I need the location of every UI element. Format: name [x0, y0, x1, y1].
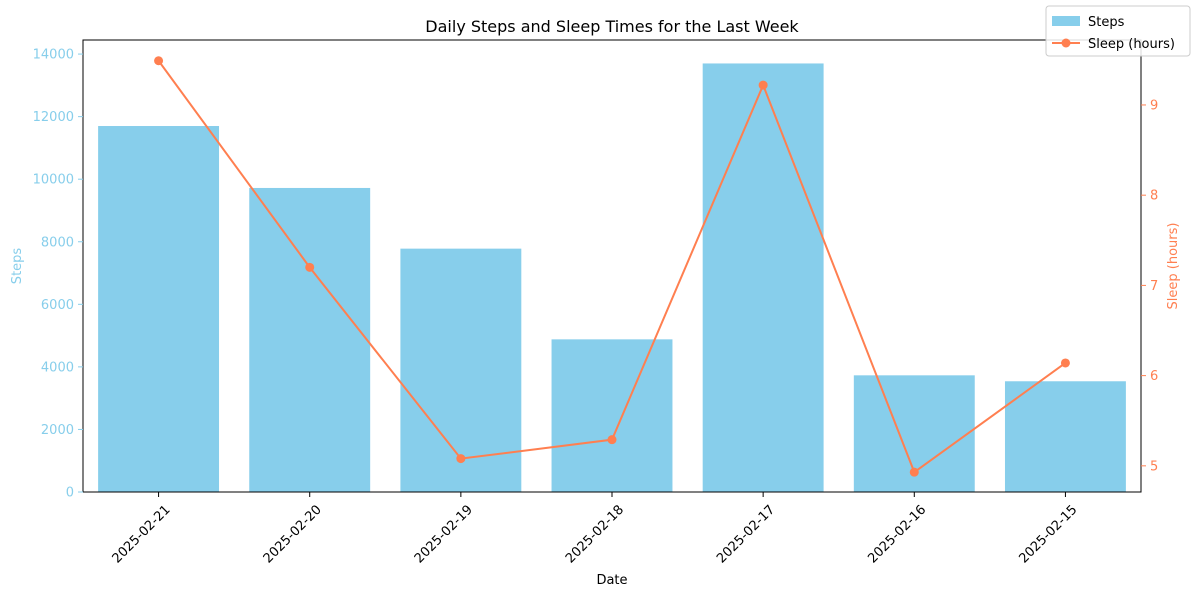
- x-tick-label: 2025-02-19: [412, 502, 476, 566]
- legend-box: [1045, 5, 1191, 57]
- bar-steps-2025-02-19: [400, 248, 522, 492]
- x-tick-label: 2025-02-16: [865, 502, 929, 566]
- left-axis-label: Steps: [10, 248, 25, 285]
- left-tick-label: 4000: [41, 360, 74, 375]
- legend-steps-swatch: [1052, 16, 1080, 26]
- legend-steps-label: Steps: [1088, 15, 1125, 30]
- legend: Steps Sleep (hours): [1045, 5, 1191, 57]
- bar-steps-2025-02-20: [249, 187, 371, 493]
- point-sleep-2025-02-16: [909, 467, 919, 477]
- left-tick-label: 0: [66, 486, 74, 501]
- x-axis-label: Date: [596, 573, 627, 588]
- left-tick-label: 10000: [33, 173, 74, 188]
- bar-steps-2025-02-21: [98, 126, 220, 493]
- right-tick-label: 7: [1150, 279, 1158, 294]
- line-layer: [154, 56, 1070, 477]
- left-axis: 0 2000 4000 6000 8000 10000 12000 14000: [33, 48, 83, 501]
- bar-steps-2025-02-17: [702, 63, 824, 493]
- chart-title: Daily Steps and Sleep Times for the Last…: [425, 17, 799, 36]
- left-tick-label: 8000: [41, 235, 74, 250]
- right-tick-label: 8: [1150, 189, 1158, 204]
- right-tick-label: 5: [1150, 459, 1158, 474]
- left-tick-label: 12000: [33, 110, 74, 125]
- right-axis-label: Sleep (hours): [1166, 223, 1181, 310]
- x-tick-label: 2025-02-17: [714, 502, 778, 566]
- legend-sleep-marker: [1061, 38, 1071, 48]
- point-sleep-2025-02-20: [305, 262, 315, 272]
- x-tick-label: 2025-02-20: [261, 502, 325, 566]
- right-tick-label: 6: [1150, 369, 1158, 384]
- x-tick-label: 2025-02-18: [563, 502, 627, 566]
- left-tick-label: 2000: [41, 423, 74, 438]
- x-tick-label: 2025-02-15: [1016, 502, 1080, 566]
- point-sleep-2025-02-15: [1060, 358, 1070, 368]
- point-sleep-2025-02-19: [456, 454, 466, 464]
- bars-layer: [98, 63, 1126, 493]
- bar-steps-2025-02-15: [1004, 381, 1126, 492]
- x-axis: 2025-02-21 2025-02-20 2025-02-19 2025-02-18…: [110, 492, 1080, 566]
- x-tick-label: 2025-02-21: [110, 502, 174, 566]
- point-sleep-2025-02-18: [607, 435, 617, 445]
- right-tick-label: 9: [1150, 98, 1158, 113]
- point-sleep-2025-02-17: [758, 80, 768, 90]
- point-sleep-2025-02-21: [154, 56, 164, 66]
- right-axis: 5 6 7 8 9: [1141, 98, 1158, 474]
- bar-steps-2025-02-18: [551, 339, 673, 492]
- left-tick-label: 6000: [41, 298, 74, 313]
- legend-sleep-label: Sleep (hours): [1088, 37, 1175, 52]
- left-tick-label: 14000: [33, 48, 74, 63]
